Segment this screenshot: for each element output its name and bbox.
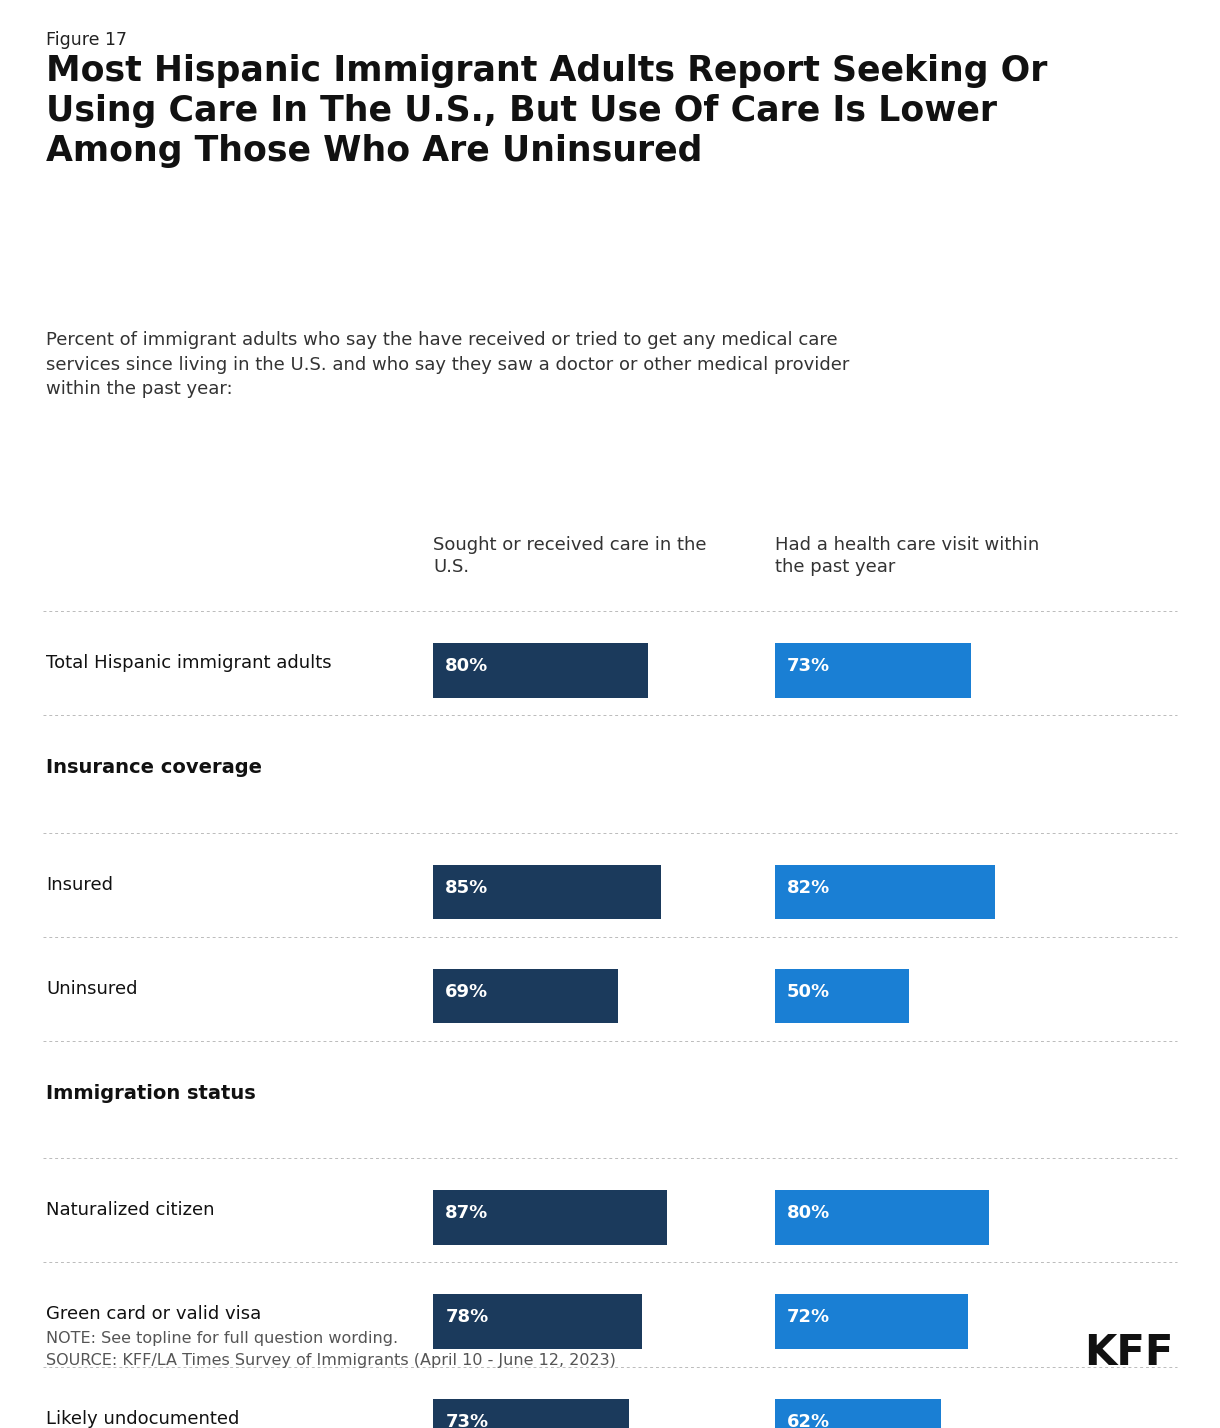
Text: 80%: 80% (787, 1204, 830, 1222)
Text: 82%: 82% (787, 878, 830, 897)
Text: Uninsured: Uninsured (46, 980, 138, 998)
Bar (433, 1191, 666, 1245)
Bar (433, 1295, 643, 1349)
Bar (433, 1399, 630, 1428)
Text: Insured: Insured (46, 875, 113, 894)
Text: Immigration status: Immigration status (46, 1084, 256, 1102)
Text: 73%: 73% (787, 657, 830, 675)
Text: 62%: 62% (787, 1412, 830, 1428)
Text: KFF: KFF (1085, 1332, 1174, 1374)
Text: 87%: 87% (445, 1204, 488, 1222)
Text: NOTE: See topline for full question wording.
SOURCE: KFF/LA Times Survey of Immi: NOTE: See topline for full question word… (46, 1331, 616, 1368)
Text: 72%: 72% (787, 1308, 830, 1327)
Text: Insurance coverage: Insurance coverage (46, 758, 262, 777)
Text: 69%: 69% (445, 982, 488, 1001)
Bar (433, 970, 619, 1024)
Bar (433, 643, 648, 698)
Text: 85%: 85% (445, 878, 488, 897)
Bar (775, 1399, 941, 1428)
Bar (775, 865, 994, 920)
Text: 73%: 73% (445, 1412, 488, 1428)
Text: Figure 17: Figure 17 (46, 31, 127, 50)
Text: Likely undocumented: Likely undocumented (46, 1409, 240, 1428)
Text: Had a health care visit within
the past year: Had a health care visit within the past … (775, 536, 1039, 575)
Bar (433, 865, 661, 920)
Bar (775, 643, 971, 698)
Text: 78%: 78% (445, 1308, 488, 1327)
Text: 50%: 50% (787, 982, 830, 1001)
Text: Sought or received care in the
U.S.: Sought or received care in the U.S. (433, 536, 706, 575)
Text: Total Hispanic immigrant adults: Total Hispanic immigrant adults (46, 654, 332, 673)
Text: Naturalized citizen: Naturalized citizen (46, 1201, 215, 1220)
Bar (775, 1295, 967, 1349)
Text: Green card or valid visa: Green card or valid visa (46, 1305, 261, 1324)
Text: Percent of immigrant adults who say the have received or tried to get any medica: Percent of immigrant adults who say the … (46, 331, 850, 398)
Bar (775, 1191, 989, 1245)
Bar (775, 970, 909, 1024)
Text: Most Hispanic Immigrant Adults Report Seeking Or
Using Care In The U.S., But Use: Most Hispanic Immigrant Adults Report Se… (46, 54, 1048, 169)
Text: 80%: 80% (445, 657, 488, 675)
